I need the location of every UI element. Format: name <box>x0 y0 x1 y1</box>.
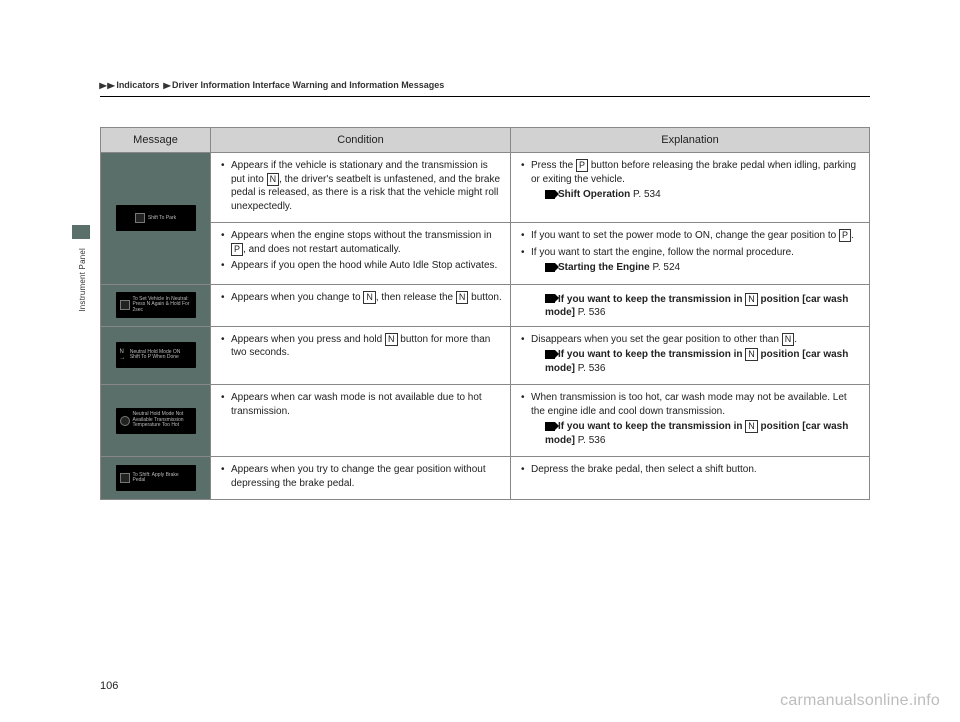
message-cell: N → Neutral Hold Mode ON Shift To P When… <box>101 326 211 385</box>
display-message-icon: To Shift: Apply Brake Pedal <box>116 465 196 491</box>
text: , then release the <box>376 292 456 303</box>
display-message-icon: N → Neutral Hold Mode ON Shift To P When… <box>116 342 196 368</box>
ref-label: If you want to keep the transmission in <box>558 421 745 432</box>
table-row: N → Neutral Hold Mode ON Shift To P When… <box>101 326 870 385</box>
condition-cell: Appears when car wash mode is not availa… <box>211 385 511 457</box>
text: Appears when you change to <box>231 292 363 303</box>
message-cell: Shift To Park <box>101 153 211 285</box>
text: Disappears when you set the gear positio… <box>531 334 782 345</box>
key-n: N <box>267 173 280 186</box>
warning-circle-icon <box>120 416 130 426</box>
ref-page: P. 534 <box>633 189 661 200</box>
explanation-cell: When transmission is too hot, car wash m… <box>511 385 870 457</box>
condition-cell: Appears when you change to N, then relea… <box>211 284 511 326</box>
display-message-text: Shift To Park <box>148 216 176 222</box>
ref-label: Starting the Engine <box>558 262 650 273</box>
watermark: carmanualsonline.info <box>780 692 940 710</box>
display-message-icon: Shift To Park <box>116 205 196 231</box>
ref-page: P. 536 <box>578 363 606 374</box>
key-n: N <box>782 333 795 346</box>
display-message-icon: To Set Vehicle In Neutral: Press N Again… <box>116 292 196 318</box>
text: Appears when car wash mode is not availa… <box>219 391 502 418</box>
breadcrumb-seg: Driver Information Interface Warning and… <box>172 80 444 90</box>
key-n: N <box>363 291 376 304</box>
breadcrumb-seg: Indicators <box>116 80 159 90</box>
reference-arrow-icon <box>545 422 555 431</box>
park-icon <box>135 213 145 223</box>
message-cell: Neutral Hold Mode Not Available Transmis… <box>101 385 211 457</box>
text: Depress the brake pedal, then select a s… <box>519 463 861 477</box>
key-p: P <box>231 243 243 256</box>
explanation-cell: Press the P button before releasing the … <box>511 153 870 223</box>
reference-arrow-icon <box>545 294 555 303</box>
reference-arrow-icon <box>545 263 555 272</box>
chevron-right-icon: ▶ <box>99 81 106 90</box>
reference-arrow-icon <box>545 350 555 359</box>
text: Press the <box>531 160 576 171</box>
text: . <box>851 230 854 241</box>
cross-reference: If you want to keep the transmission in … <box>531 348 861 375</box>
key-n: N <box>745 293 758 306</box>
key-p: P <box>839 229 851 242</box>
condition-cell: Appears when you press and hold N button… <box>211 326 511 385</box>
info-icon <box>120 300 130 310</box>
cross-reference: If you want to keep the transmission in … <box>519 293 861 320</box>
cross-reference: Shift Operation P. 534 <box>531 188 861 202</box>
breadcrumb: ▶▶Indicators ▶Driver Information Interfa… <box>100 80 870 97</box>
text: button. <box>468 292 501 303</box>
text: , and does not restart automatically. <box>243 244 401 255</box>
text: If you want to start the engine, follow … <box>531 247 794 258</box>
display-message-text: To Shift: Apply Brake Pedal <box>133 473 192 484</box>
table-row: Appears when the engine stops without th… <box>101 223 870 285</box>
display-message-text: To Set Vehicle In Neutral: Press N Again… <box>133 297 192 314</box>
display-message-text: Neutral Hold Mode Not Available Transmis… <box>133 412 192 429</box>
message-cell: To Set Vehicle In Neutral: Press N Again… <box>101 284 211 326</box>
explanation-cell: Depress the brake pedal, then select a s… <box>511 457 870 500</box>
text: When transmission is too hot, car wash m… <box>531 392 847 417</box>
display-message-text: Neutral Hold Mode ON Shift To P When Don… <box>130 350 192 361</box>
key-n: N <box>456 291 469 304</box>
display-message-icon: Neutral Hold Mode Not Available Transmis… <box>116 408 196 434</box>
text: Appears when you try to change the gear … <box>219 463 502 490</box>
reference-arrow-icon <box>545 190 555 199</box>
text: Appears if you open the hood while Auto … <box>219 259 502 273</box>
ref-label: If you want to keep the transmission in <box>558 349 745 360</box>
col-header-message: Message <box>101 128 211 153</box>
table-row: Shift To Park Appears if the vehicle is … <box>101 153 870 223</box>
text: Appears when the engine stops without th… <box>231 230 492 241</box>
table-row: Neutral Hold Mode Not Available Transmis… <box>101 385 870 457</box>
text: Appears when you press and hold <box>231 334 385 345</box>
page-number: 106 <box>100 680 118 692</box>
table-row: To Set Vehicle In Neutral: Press N Again… <box>101 284 870 326</box>
key-n: N <box>385 333 398 346</box>
brake-icon <box>120 473 130 483</box>
ref-label: Shift Operation <box>558 189 630 200</box>
chevron-right-icon: ▶ <box>163 81 170 90</box>
key-n: N <box>745 348 758 361</box>
page-content: ▶▶Indicators ▶Driver Information Interfa… <box>0 0 960 550</box>
chevron-right-icon: ▶ <box>108 81 115 90</box>
condition-cell: Appears if the vehicle is stationary and… <box>211 153 511 223</box>
text: If you want to set the power mode to ON,… <box>531 230 839 241</box>
condition-cell: Appears when the engine stops without th… <box>211 223 511 285</box>
ref-page: P. 536 <box>578 435 606 446</box>
cross-reference: If you want to keep the transmission in … <box>531 420 861 447</box>
text: . <box>794 334 797 345</box>
explanation-cell: If you want to keep the transmission in … <box>511 284 870 326</box>
key-n: N <box>745 420 758 433</box>
message-cell: To Shift: Apply Brake Pedal <box>101 457 211 500</box>
ref-page: P. 536 <box>578 307 606 318</box>
ref-page: P. 524 <box>652 262 680 273</box>
col-header-condition: Condition <box>211 128 511 153</box>
condition-cell: Appears when you try to change the gear … <box>211 457 511 500</box>
key-p: P <box>576 159 588 172</box>
ref-label: If you want to keep the transmission in <box>558 294 745 305</box>
explanation-cell: Disappears when you set the gear positio… <box>511 326 870 385</box>
neutral-icon: N → <box>120 349 127 362</box>
messages-table: Message Condition Explanation Shift To P… <box>100 127 870 500</box>
table-row: To Shift: Apply Brake Pedal Appears when… <box>101 457 870 500</box>
cross-reference: Starting the Engine P. 524 <box>531 261 861 275</box>
explanation-cell: If you want to set the power mode to ON,… <box>511 223 870 285</box>
col-header-explanation: Explanation <box>511 128 870 153</box>
